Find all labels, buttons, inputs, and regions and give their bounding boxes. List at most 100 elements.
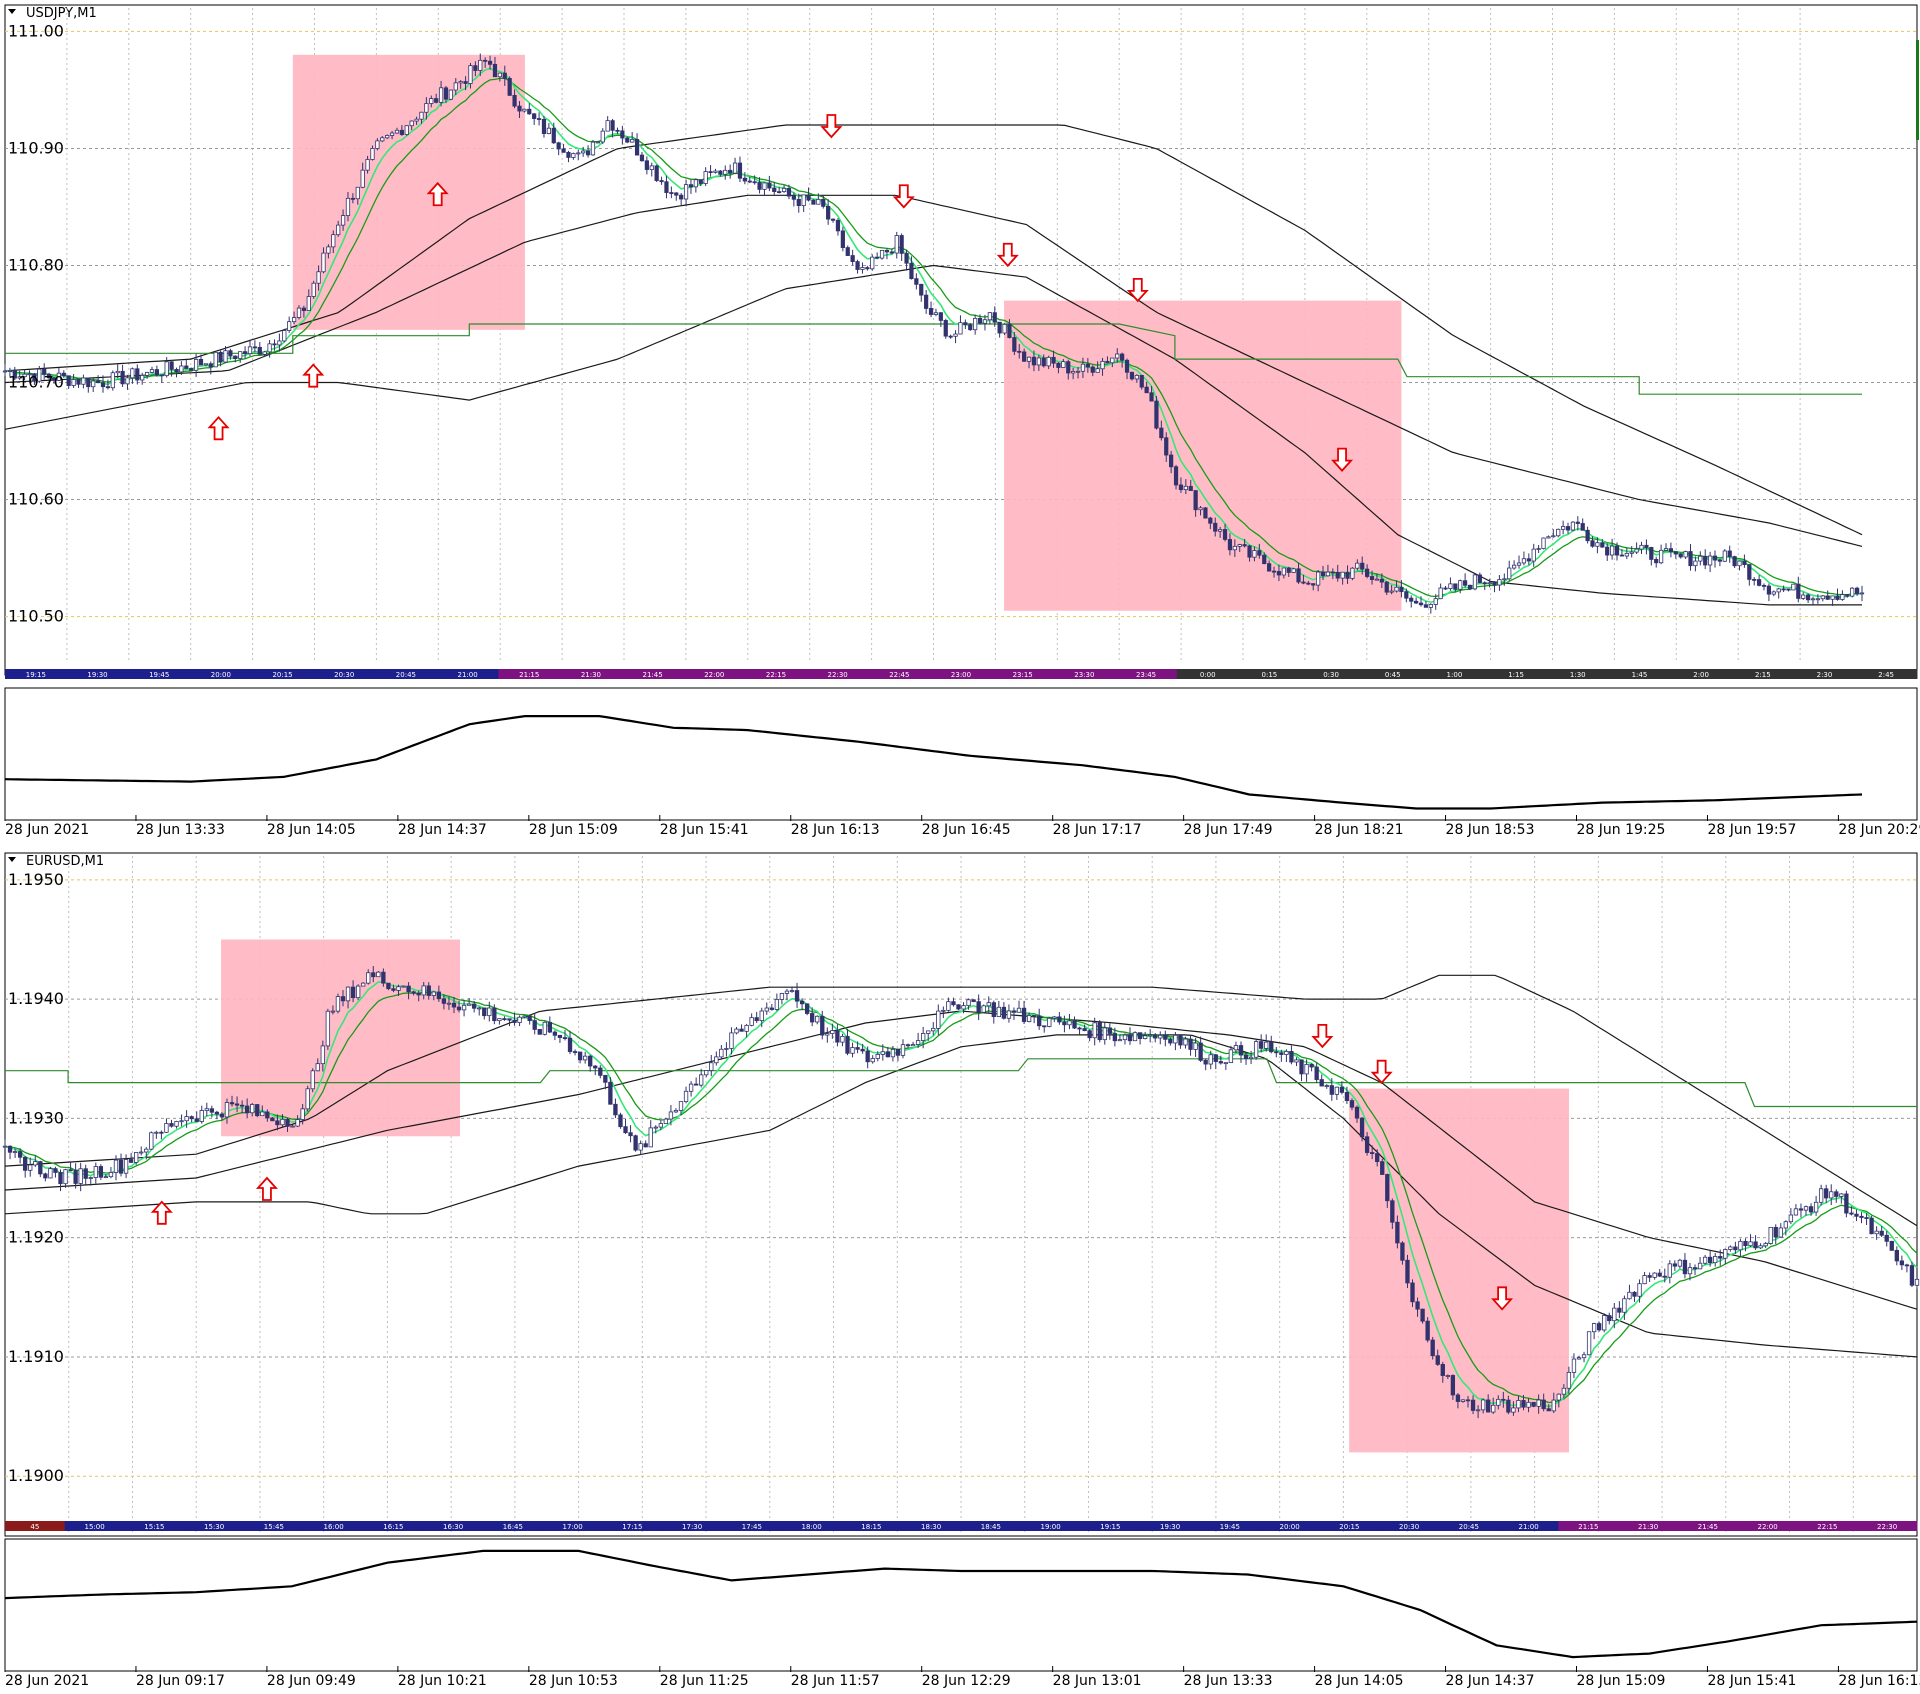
candle-body	[375, 140, 380, 149]
usdjpy-chart[interactable]: USDJPY,M1 111.00 110.90 110.80 110.60 110.50…	[2, 4, 1920, 838]
time-axis-label: 28 Jun 15:09	[529, 822, 618, 838]
candle-body	[1845, 594, 1850, 597]
session-time-label: 15:00	[85, 1523, 105, 1531]
candle-body	[1766, 585, 1772, 595]
candle-body	[282, 330, 287, 342]
candle-body	[38, 1161, 43, 1175]
candle-body	[46, 373, 52, 379]
candle-body	[1036, 357, 1041, 366]
eurusd-symbol-label: EURUSD,M1	[26, 854, 104, 869]
moving-average-line	[4, 1034, 1918, 1358]
price-tick-label: 110.70	[8, 373, 64, 392]
candle-body	[1672, 1263, 1678, 1267]
candle-body	[421, 985, 426, 996]
session-time-label: 23:30	[1074, 671, 1094, 679]
candle-body	[1269, 1041, 1274, 1053]
candle-body	[618, 1114, 623, 1128]
candle-body	[933, 312, 939, 315]
candle-body	[315, 1063, 320, 1072]
eurusd-collapse-icon[interactable]	[8, 857, 16, 862]
session-time-label: 17:00	[563, 1523, 583, 1531]
candle-body	[1350, 567, 1355, 579]
session-segment	[1670, 669, 1733, 679]
time-axis-label: 28 Jun 17:17	[1053, 822, 1142, 838]
candle-body	[285, 1118, 290, 1127]
candle-body	[1688, 551, 1693, 567]
candle-body	[1491, 1404, 1496, 1413]
session-time-label: 16:45	[503, 1523, 523, 1531]
time-axis-label: 28 Jun 2021	[5, 822, 89, 838]
candle-body	[1440, 1364, 1445, 1376]
time-axis-label: 28 Jun 14:37	[1446, 1673, 1535, 1689]
candle-body	[1516, 1400, 1521, 1409]
candle-body	[1218, 529, 1223, 532]
candle-body	[134, 1152, 139, 1163]
candle-body	[431, 991, 436, 996]
eurusd-price-ticks: 1.1950 1.1940 1.1930 1.1920 1.1910 1.1900	[8, 870, 64, 1485]
candle-body	[951, 1001, 956, 1006]
candle-body	[295, 1119, 300, 1127]
fast-ema-line	[4, 981, 1918, 1408]
candle-body	[1188, 1038, 1193, 1050]
candle-body	[487, 60, 493, 65]
candle-body	[416, 992, 421, 996]
session-time-label: 21:00	[1519, 1523, 1539, 1531]
candle-body	[1612, 1307, 1617, 1322]
candle-body	[446, 1002, 452, 1005]
session-time-label: 21:45	[1698, 1523, 1718, 1531]
candle-body	[784, 990, 790, 994]
candle-body	[1090, 366, 1095, 373]
candle-body	[754, 1017, 759, 1022]
candle-body	[53, 1168, 58, 1173]
candle-body	[1854, 1213, 1859, 1217]
candle-body	[270, 1117, 275, 1122]
up-arrow-icon	[302, 363, 325, 388]
candle-body	[1329, 1085, 1334, 1095]
candle-body	[441, 998, 447, 1004]
candle-body	[1359, 1117, 1365, 1138]
time-axis-label: 28 Jun 17:49	[1184, 822, 1273, 838]
candle-body	[603, 1074, 608, 1083]
candle-body	[86, 377, 91, 388]
candle-body	[42, 368, 47, 375]
candle-body	[1159, 427, 1164, 439]
candle-body	[1512, 564, 1517, 569]
candle-body	[1682, 1259, 1688, 1275]
candle-body	[262, 351, 267, 355]
eurusd-chart[interactable]: EURUSD,M1 1.1950 1.1940 1.1930 1.1920 1.1910…	[2, 852, 1920, 1689]
candle-body	[1869, 1217, 1874, 1235]
candle-body	[1733, 1246, 1738, 1251]
session-time-label: 19:30	[87, 671, 107, 679]
candle-body	[1521, 558, 1527, 564]
candle-body	[497, 72, 502, 78]
candle-body	[320, 1045, 325, 1065]
candle-body	[669, 192, 674, 194]
candle-body	[144, 1148, 149, 1153]
candle-body	[914, 278, 919, 285]
candle-body	[1492, 582, 1497, 586]
candle-body	[1102, 1027, 1107, 1041]
candle-body	[870, 256, 875, 270]
candle-body	[296, 307, 302, 318]
candle-body	[556, 142, 561, 150]
candle-body	[1742, 560, 1747, 565]
candle-body	[1267, 563, 1272, 572]
candle-body	[767, 182, 772, 189]
candle-body	[1173, 466, 1179, 486]
time-axis-label: 28 Jun 14:05	[267, 822, 356, 838]
candle-body	[811, 199, 816, 205]
candle-body	[1316, 571, 1321, 586]
candle-body	[247, 346, 253, 355]
candle-body	[1854, 587, 1860, 595]
candle-body	[1134, 374, 1139, 380]
candle-body	[769, 1007, 774, 1010]
time-axis-label: 28 Jun 11:57	[791, 1673, 880, 1689]
down-arrow-icon	[1311, 1024, 1334, 1049]
candle-body	[1237, 544, 1242, 547]
candle-body	[1586, 1331, 1592, 1356]
candle-body	[724, 1048, 729, 1050]
candle-body	[1752, 578, 1757, 581]
usdjpy-collapse-icon[interactable]	[8, 9, 16, 14]
session-segment	[1238, 669, 1301, 679]
scrollbar-marker[interactable]	[1916, 40, 1919, 140]
